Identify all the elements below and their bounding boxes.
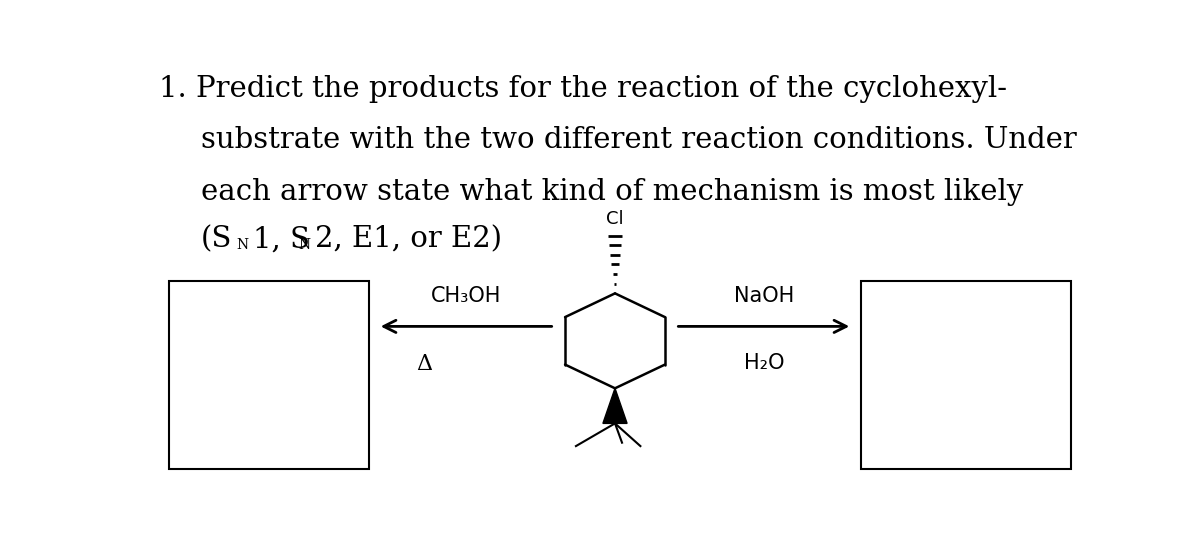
Text: each arrow state what kind of mechanism is most likely: each arrow state what kind of mechanism …	[202, 178, 1024, 206]
Text: Cl: Cl	[606, 210, 624, 228]
Text: 2, E1, or E2): 2, E1, or E2)	[314, 225, 502, 254]
Text: H₂O: H₂O	[744, 353, 784, 373]
FancyBboxPatch shape	[862, 281, 1070, 469]
Text: 1. Predict the products for the reaction of the cyclohexyl-: 1. Predict the products for the reaction…	[160, 75, 1007, 102]
Text: N: N	[298, 239, 310, 252]
Text: substrate with the two different reaction conditions. Under: substrate with the two different reactio…	[202, 126, 1076, 154]
Text: NaOH: NaOH	[733, 286, 794, 306]
Text: 1, S: 1, S	[253, 225, 311, 254]
Polygon shape	[602, 388, 628, 423]
FancyBboxPatch shape	[168, 281, 368, 469]
Text: CH₃OH: CH₃OH	[431, 286, 502, 306]
Text: N: N	[236, 239, 248, 252]
Text: (S: (S	[202, 225, 233, 254]
Text: Δ: Δ	[416, 353, 432, 375]
